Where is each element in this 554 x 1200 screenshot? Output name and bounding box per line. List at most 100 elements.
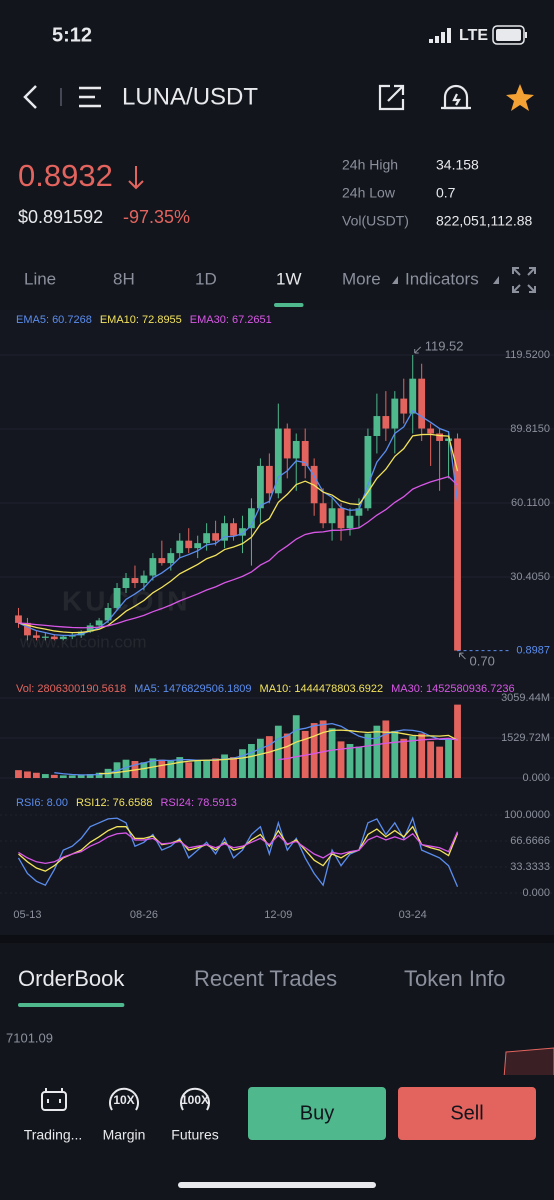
candle-body	[418, 378, 426, 429]
candle-body	[104, 607, 112, 621]
y-tick-label: 1529.72M	[501, 732, 550, 744]
candle-body	[400, 398, 408, 414]
interval-tab[interactable]: 8H	[113, 269, 135, 288]
candle-body	[59, 636, 67, 640]
action-label[interactable]: Futures	[171, 1127, 218, 1143]
indicator-line	[99, 729, 458, 775]
volume-bar	[328, 728, 336, 778]
stat-label: 24h Low	[342, 185, 396, 201]
candle-body	[292, 440, 300, 459]
y-tick-label: 66.6666	[510, 835, 550, 847]
volume-bar	[301, 730, 309, 778]
alert-button[interactable]	[441, 84, 471, 110]
section-tab[interactable]: Recent Trades	[194, 966, 337, 991]
depth-shape	[503, 1047, 554, 1079]
volume-bar	[319, 720, 327, 778]
margin-icon	[109, 1087, 139, 1111]
charts: 119.520089.815060.110030.4050KUCOINwww.k…	[0, 314, 554, 921]
chart-area	[0, 310, 554, 935]
volume-bar	[427, 741, 435, 778]
candle-body	[274, 428, 282, 494]
volume-bar	[122, 759, 130, 778]
indicator-line	[17, 816, 459, 888]
legend-entry: EMA5: 60.7268	[16, 314, 92, 326]
sell-label[interactable]: Sell	[450, 1102, 483, 1124]
fullscreen-button[interactable]	[512, 267, 536, 293]
stat-value: 34.158	[436, 157, 479, 173]
menu-button[interactable]	[79, 86, 101, 108]
candle-body	[122, 578, 130, 589]
max-label: 119.52	[425, 338, 464, 353]
candle-body	[41, 636, 49, 638]
trading-icon[interactable]	[41, 1088, 67, 1111]
volume-bar	[41, 774, 49, 778]
y-tick-label: 0.000	[522, 772, 550, 784]
back-button[interactable]	[23, 85, 37, 109]
candle-body	[113, 588, 121, 608]
y-tick-label: 33.3333	[510, 861, 550, 873]
y-tick-label: 0.000	[522, 887, 550, 899]
action-label[interactable]: Margin	[103, 1127, 146, 1143]
sell-button[interactable]	[398, 1087, 536, 1140]
buy-label[interactable]: Buy	[300, 1102, 334, 1124]
candle-body	[15, 615, 22, 623]
indicator-line	[18, 831, 459, 865]
candle-body	[454, 438, 461, 651]
volume-bar	[95, 772, 103, 778]
legend-entry: RSI6: 8.00	[16, 797, 68, 809]
usd-price: $0.891592	[18, 207, 103, 227]
buy-button[interactable]	[248, 1087, 386, 1140]
volume-bar	[391, 730, 399, 778]
volume-bar	[248, 744, 255, 778]
section-divider	[0, 935, 554, 943]
volume-bar	[400, 738, 408, 778]
volume-bar	[373, 725, 381, 778]
candle-body	[86, 625, 94, 632]
interval-tab[interactable]: Indicators	[405, 269, 479, 288]
candle-body	[373, 416, 381, 436]
candle-body	[409, 378, 417, 414]
min-label: 0.70	[470, 654, 495, 669]
interval-tab[interactable]: 1W	[276, 269, 302, 288]
candle-body	[436, 433, 444, 441]
section-tab[interactable]: OrderBook	[18, 966, 125, 991]
dropdown-caret	[392, 276, 398, 284]
candle-body	[149, 558, 157, 576]
y-tick-label: 60.1100	[511, 497, 550, 509]
legend-entry: MA5: 1476829506.1809	[134, 683, 251, 695]
volume-bar	[221, 754, 228, 778]
y-tick-label: 119.5200	[505, 349, 550, 361]
last-price: 0.8932	[18, 158, 113, 193]
candle-body	[212, 533, 220, 541]
action-label[interactable]: Trading...	[24, 1127, 83, 1143]
pair-title: LUNA/USDT	[122, 83, 258, 110]
legend-entry: MA30: 1452580936.7236	[391, 683, 515, 695]
max-arrow	[414, 346, 422, 354]
share-button[interactable]	[378, 84, 405, 111]
interval-tab[interactable]: More	[342, 269, 381, 288]
volume-bar	[454, 704, 461, 778]
interval-tab[interactable]: Line	[24, 269, 56, 288]
y-tick-label: 30.4050	[510, 571, 550, 583]
volume-bar	[265, 736, 273, 778]
indicator-line	[18, 825, 459, 872]
interval-tab[interactable]: 1D	[195, 269, 217, 288]
action-icon-text: 100X	[181, 1093, 209, 1107]
volume-bar	[292, 715, 300, 778]
volume-bar	[185, 762, 193, 778]
status-time: 5:12	[52, 24, 92, 46]
stat-label: Vol(USDT)	[342, 213, 409, 229]
volume-bar	[167, 761, 175, 778]
favorite-button[interactable]	[506, 84, 534, 111]
candle-body	[248, 508, 255, 529]
candle-body	[95, 620, 103, 626]
section-tab[interactable]: Token Info	[404, 966, 506, 991]
y-tick-label: 89.8150	[510, 423, 550, 435]
candle-body	[50, 636, 58, 640]
volume-bar	[15, 770, 22, 778]
volume-bar	[68, 775, 76, 778]
volume-bar	[24, 771, 31, 778]
signal-icon	[429, 28, 451, 43]
candle-body	[427, 428, 435, 434]
